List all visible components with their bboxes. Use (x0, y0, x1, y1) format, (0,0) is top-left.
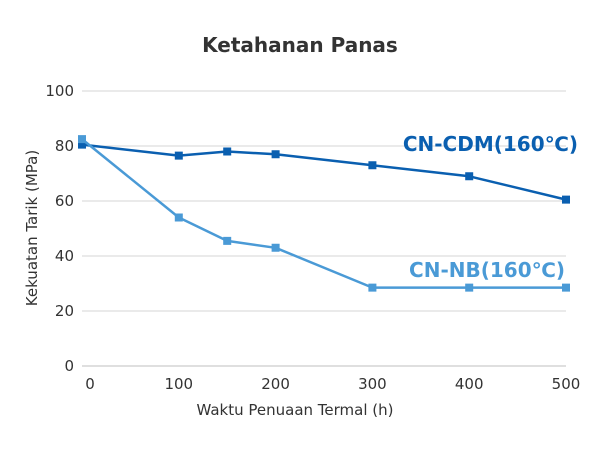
y-axis-label: Kekuatan Tarik (MPa) (23, 150, 41, 306)
y-tick-labels: 0 20 40 60 80 100 (45, 82, 74, 375)
y-tick-label: 80 (55, 137, 74, 155)
x-axis-label: Waktu Penuaan Termal (h) (196, 401, 393, 419)
x-tick-labels: 0 100 200 300 400 500 (85, 375, 580, 393)
y-tick-label: 40 (55, 247, 74, 265)
y-tick-label: 100 (45, 82, 74, 100)
series-1-point (562, 283, 570, 292)
y-tick-label: 60 (55, 192, 74, 210)
series-0-point (368, 161, 377, 170)
x-tick-label: 0 (85, 375, 95, 393)
series-1-point (465, 283, 474, 292)
series-0-point (271, 150, 280, 159)
series-0-point (223, 147, 232, 156)
series-0-point (562, 195, 570, 204)
series-0-point (174, 151, 183, 160)
series-1-point (271, 243, 280, 252)
chart-title: Ketahanan Panas (202, 33, 398, 57)
x-tick-label: 200 (261, 375, 290, 393)
series-0-point (465, 172, 474, 181)
series-0-point (78, 140, 86, 149)
series-1-point (174, 213, 183, 222)
series-1-point (78, 135, 86, 144)
series-label-cn-cdm: CN-CDM(160℃) (403, 132, 578, 156)
y-tick-label: 0 (64, 357, 74, 375)
x-tick-label: 100 (164, 375, 193, 393)
x-tick-label: 500 (552, 375, 581, 393)
x-tick-label: 300 (358, 375, 387, 393)
gridlines (82, 90, 566, 312)
series-group (78, 135, 570, 292)
series-1-point (223, 236, 232, 245)
y-tick-label: 20 (55, 302, 74, 320)
series-label-cn-nb: CN-NB(160℃) (409, 258, 565, 282)
x-tick-label: 400 (455, 375, 484, 393)
series-1-point (368, 283, 377, 292)
